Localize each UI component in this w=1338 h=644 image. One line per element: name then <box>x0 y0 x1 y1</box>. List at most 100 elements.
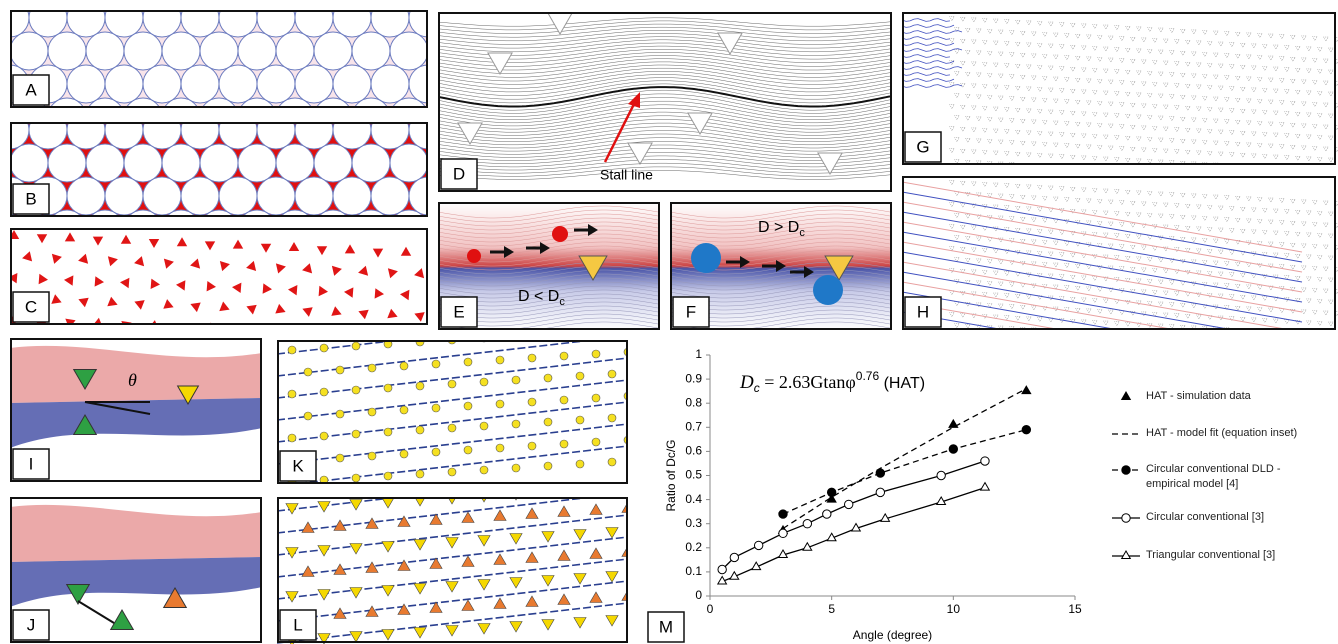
triangle-pillar <box>1120 333 1125 337</box>
pillar <box>48 144 86 182</box>
panel-label: M <box>659 617 673 636</box>
marker <box>754 541 762 549</box>
x-tick-label: 0 <box>707 602 714 616</box>
pillar <box>496 356 504 364</box>
triangle-pillar <box>1324 169 1329 173</box>
annotation: Stall line <box>600 167 653 183</box>
x-axis-label: Angle (degree) <box>853 628 932 642</box>
pillar <box>295 65 333 103</box>
pillar <box>333 111 371 149</box>
pillar <box>86 144 124 182</box>
pillar <box>219 65 257 103</box>
pillar <box>384 428 392 436</box>
triangle-pillar <box>1302 332 1307 336</box>
pillar <box>257 65 295 103</box>
pillar <box>333 177 371 215</box>
triangle-pillar <box>1175 336 1180 340</box>
pillar <box>390 144 428 182</box>
panel-label: H <box>917 302 929 321</box>
pillar <box>608 414 616 422</box>
triangle-pillar <box>372 330 382 340</box>
pillar <box>464 402 472 410</box>
pillar <box>304 368 312 376</box>
pillar <box>352 474 360 482</box>
y-tick-label: 0.7 <box>685 419 702 433</box>
marker <box>845 500 853 508</box>
marker <box>730 553 738 561</box>
pillar <box>464 358 472 366</box>
marker <box>827 488 835 496</box>
triangle-pillar <box>1291 167 1296 171</box>
pillar <box>336 366 344 374</box>
panel-label: J <box>27 615 36 634</box>
pillar <box>124 32 162 70</box>
pillar <box>528 354 536 362</box>
pillar <box>432 360 440 368</box>
pillar <box>416 382 424 390</box>
triangle-pillar <box>1109 332 1114 336</box>
marker <box>823 510 831 518</box>
legend-entry: Triangular conventional [3] <box>1146 548 1275 563</box>
triangle-pillar <box>1302 168 1307 172</box>
triangle-pillar <box>1142 334 1147 338</box>
pillar <box>608 458 616 466</box>
triangle-pillar <box>260 325 270 335</box>
pillar <box>314 32 352 70</box>
triangle-pillar <box>1186 336 1191 340</box>
pillar <box>200 32 238 70</box>
pillar <box>352 342 360 350</box>
eq-body: = 2.63Gtanφ <box>760 372 856 392</box>
pillar <box>181 177 219 215</box>
pillar <box>400 450 408 458</box>
marker <box>1022 426 1030 434</box>
pillar <box>29 0 67 37</box>
triangle-pillar <box>1087 331 1092 335</box>
y-tick-label: 0.8 <box>685 395 702 409</box>
pillar <box>480 466 488 474</box>
y-tick-label: 0.4 <box>685 492 702 506</box>
marker <box>803 520 811 528</box>
pillar <box>314 144 352 182</box>
triangle-pillar <box>1054 165 1059 169</box>
pillar <box>67 65 105 103</box>
triangle-pillar <box>1313 169 1318 173</box>
marker <box>1022 386 1031 394</box>
particle <box>467 249 481 263</box>
pillar <box>544 374 552 382</box>
panel-label: I <box>29 454 34 473</box>
pillar <box>496 444 504 452</box>
y-tick-label: 0.2 <box>685 540 702 554</box>
pillar <box>371 65 409 103</box>
pillar <box>448 424 456 432</box>
pillar <box>67 111 105 149</box>
pillar <box>257 111 295 149</box>
pillar <box>143 0 181 37</box>
legend-marker <box>1122 551 1131 559</box>
triangle-pillar <box>1208 338 1213 342</box>
triangle-pillar <box>1131 333 1136 337</box>
triangle-pillar <box>1164 171 1169 175</box>
pillar <box>200 144 238 182</box>
panel-label: L <box>293 615 302 634</box>
panel-bg <box>277 340 628 484</box>
pillar <box>257 0 295 37</box>
pillar <box>105 65 143 103</box>
triangle-pillar <box>1318 344 1323 348</box>
pillar <box>219 111 257 149</box>
pillar <box>384 472 392 480</box>
legend-entry: HAT - model fit (equation inset) <box>1146 426 1297 441</box>
panel <box>902 176 1338 382</box>
pillar <box>352 32 390 70</box>
pillar <box>105 177 143 215</box>
triangle-pillar <box>1269 166 1274 170</box>
triangle-pillar <box>542 488 554 499</box>
figure-canvas: Stall lineD < DcD > DcθABCDEFGHIJKLM00.1… <box>0 0 1338 644</box>
pillar <box>29 111 67 149</box>
pillar <box>162 32 200 70</box>
triangle-pillar <box>1175 172 1180 176</box>
triangle-pillar <box>1098 168 1103 172</box>
panel <box>277 471 634 644</box>
triangle-pillar <box>1142 170 1147 174</box>
panel: Stall line <box>438 12 892 192</box>
triangle-pillar <box>574 486 586 497</box>
